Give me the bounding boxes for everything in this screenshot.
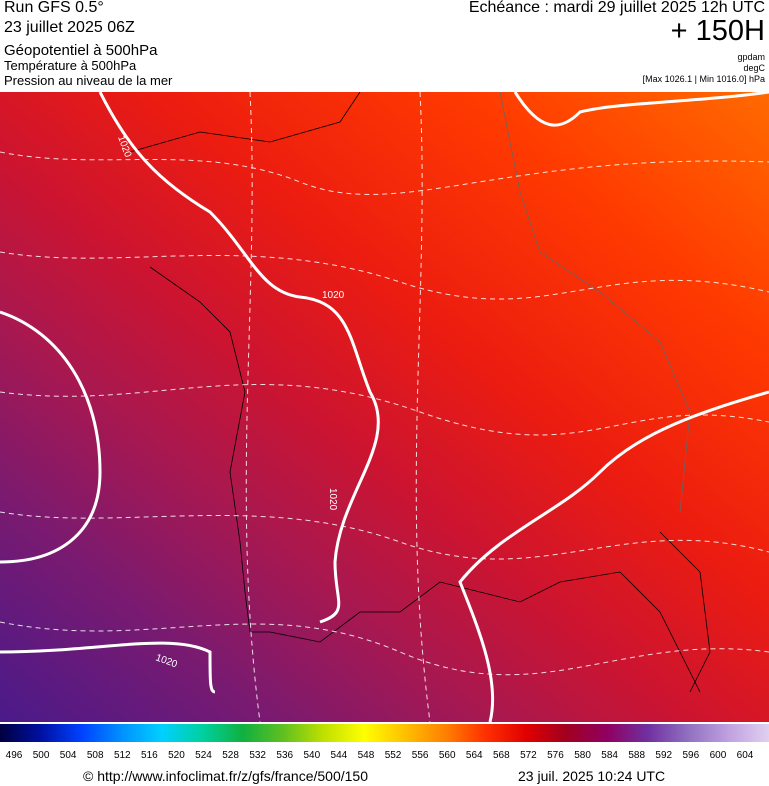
field: Température à 500hPa — [4, 58, 137, 73]
echeance: Echéance : mardi 29 juillet 2025 12h UTC — [468, 0, 765, 16]
colorbar-tick-label: 560 — [439, 750, 456, 761]
colorbar-tick-label: 536 — [276, 750, 293, 761]
colorbar-tick-label: 540 — [303, 750, 320, 761]
field-fill — [0, 92, 769, 722]
colorbar-tick-label: 576 — [547, 750, 564, 761]
footer-url: © http://www.infoclimat.fr/z/gfs/france/… — [83, 768, 368, 784]
colorbar-tick-label: 548 — [358, 750, 375, 761]
colorbar-tick-label: 564 — [466, 750, 483, 761]
unit: degC — [743, 63, 765, 73]
colorbar-tick-label: 572 — [520, 750, 537, 761]
colorbar-tick-label: 604 — [737, 750, 754, 761]
run-date: 23 juillet 2025 06Z — [4, 19, 135, 36]
colorbar-tick-label: 496 — [6, 750, 23, 761]
lead-time: + 150H — [670, 15, 765, 47]
contour-label: 1020 — [322, 290, 345, 301]
colorbar-tick-label: 512 — [114, 750, 131, 761]
colorbar-tick-label: 504 — [60, 750, 77, 761]
run: Run GFS 0.5° — [4, 0, 104, 16]
field: Pression au niveau de la mer — [4, 73, 173, 88]
colorbar-tick-label: 500 — [33, 750, 50, 761]
colorbar-tick-label: 544 — [331, 750, 348, 761]
colorbar-tick-label: 532 — [249, 750, 266, 761]
unit: gpdam — [737, 52, 765, 62]
map: 1020 1020 1020 1020 — [0, 92, 769, 722]
colorbar-tick-label: 520 — [168, 750, 185, 761]
colorbar-tick-label: 596 — [683, 750, 700, 761]
colorbar-tick-label: 588 — [628, 750, 645, 761]
colorbar-tick-label: 600 — [710, 750, 727, 761]
contour-label: 1020 — [327, 488, 338, 511]
colorbar-tick-label: 528 — [222, 750, 239, 761]
colorbar-tick-label: 568 — [493, 750, 510, 761]
colorbar-tick-label: 524 — [195, 750, 212, 761]
coastlines — [129, 92, 711, 693]
colorbar-tick-label: 508 — [87, 750, 104, 761]
unit: [Max 1026.1 | Min 1016.0] hPa — [642, 74, 765, 84]
colorbar-tick-label: 556 — [412, 750, 429, 761]
isobars — [0, 92, 769, 722]
temperature-contours — [0, 92, 769, 722]
colorbar — [0, 724, 769, 742]
colorbar-labels: 496 500 504 508 512 516 520 524 528 532 536 540 544 5… — [6, 750, 754, 761]
colorbar-tick-label: 580 — [574, 750, 591, 761]
colorbar-tick-label: 516 — [141, 750, 158, 761]
colorbar-tick-label: 552 — [385, 750, 402, 761]
footer-timestamp: 23 juil. 2025 10:24 UTC — [518, 768, 666, 784]
field: Géopotentiel à 500hPa — [4, 42, 158, 59]
colorbar-tick-label: 584 — [601, 750, 618, 761]
colorbar-tick-label: 592 — [655, 750, 672, 761]
